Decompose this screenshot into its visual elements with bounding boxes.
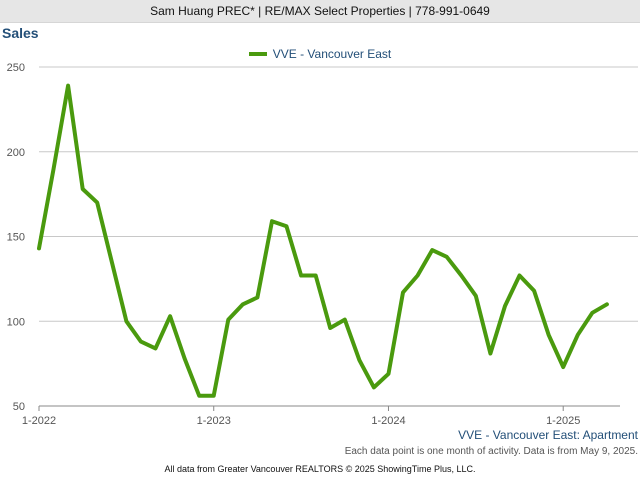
y-tick-label: 150	[7, 232, 25, 244]
series-line	[37, 83, 609, 398]
data-point[interactable]	[458, 272, 464, 278]
data-point[interactable]	[444, 254, 450, 260]
data-point[interactable]	[196, 393, 202, 399]
data-point[interactable]	[254, 295, 260, 301]
data-point[interactable]	[546, 332, 552, 338]
data-point[interactable]	[487, 350, 493, 356]
data-point[interactable]	[211, 393, 217, 399]
x-tick-label: 1-2025	[546, 415, 580, 427]
data-point[interactable]	[531, 288, 537, 294]
data-point[interactable]	[269, 218, 275, 224]
data-point[interactable]	[473, 293, 479, 299]
legend-label: VVE - Vancouver East	[272, 47, 392, 61]
data-point[interactable]	[240, 301, 246, 307]
data-point[interactable]	[400, 289, 406, 295]
header-bar: Sam Huang PREC* | RE/MAX Select Properti…	[0, 0, 640, 23]
data-point[interactable]	[415, 272, 421, 278]
data-point[interactable]	[298, 272, 304, 278]
data-point[interactable]	[342, 317, 348, 323]
data-note: Each data point is one month of activity…	[344, 446, 638, 457]
chart-caption: VVE - Vancouver East: Apartment	[458, 428, 638, 442]
data-point[interactable]	[65, 83, 71, 89]
y-tick-label: 50	[13, 401, 25, 413]
data-point[interactable]	[385, 371, 391, 377]
data-point[interactable]	[182, 356, 188, 362]
header-text: Sam Huang PREC* | RE/MAX Select Properti…	[150, 4, 490, 18]
data-point[interactable]	[502, 303, 508, 309]
chart-legend[interactable]: VVE - Vancouver East	[0, 45, 640, 63]
data-point[interactable]	[517, 272, 523, 278]
y-tick-label: 200	[7, 147, 25, 159]
y-tick-label: 100	[7, 316, 25, 328]
data-point[interactable]	[109, 259, 115, 265]
data-point[interactable]	[356, 357, 362, 363]
data-point[interactable]	[560, 364, 566, 370]
data-point[interactable]	[123, 318, 129, 324]
data-point[interactable]	[589, 310, 595, 316]
x-tick-label: 1-2024	[371, 415, 405, 427]
data-point[interactable]	[575, 332, 581, 338]
data-point[interactable]	[51, 166, 57, 172]
data-point[interactable]	[167, 313, 173, 319]
data-point[interactable]	[138, 339, 144, 345]
data-point[interactable]	[152, 345, 158, 351]
data-point[interactable]	[225, 317, 231, 323]
data-point[interactable]	[36, 245, 42, 251]
data-point[interactable]	[604, 301, 610, 307]
data-point[interactable]	[284, 223, 290, 229]
chart-title: Sales	[2, 25, 39, 41]
data-point[interactable]	[94, 200, 100, 206]
data-point[interactable]	[371, 384, 377, 390]
data-point[interactable]	[429, 247, 435, 253]
footer-text: All data from Greater Vancouver REALTORS…	[164, 464, 476, 474]
data-point[interactable]	[80, 186, 86, 192]
x-tick-label: 1-2022	[22, 415, 56, 427]
legend-swatch	[248, 52, 267, 56]
y-tick-label: 250	[7, 62, 25, 74]
data-point[interactable]	[327, 325, 333, 331]
data-point[interactable]	[313, 272, 319, 278]
x-tick-label: 1-2023	[197, 415, 231, 427]
